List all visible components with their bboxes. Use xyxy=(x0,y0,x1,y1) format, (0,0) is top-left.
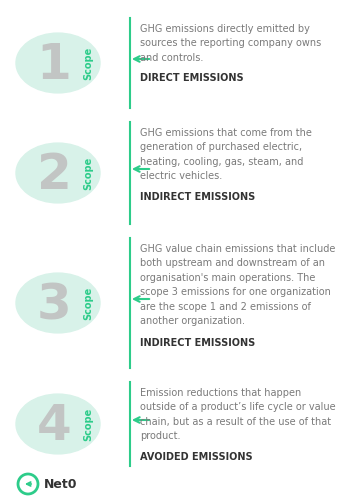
Text: 1: 1 xyxy=(37,41,72,89)
Text: INDIRECT EMISSIONS: INDIRECT EMISSIONS xyxy=(140,192,255,202)
Text: GHG emissions directly emitted by
sources the reporting company owns
and control: GHG emissions directly emitted by source… xyxy=(140,24,321,63)
Text: 4: 4 xyxy=(37,402,71,450)
Text: Emission reductions that happen
outside of a product’s life cycle or value
chain: Emission reductions that happen outside … xyxy=(140,388,336,441)
Text: 2: 2 xyxy=(37,151,72,199)
Text: Scope: Scope xyxy=(83,408,93,440)
Ellipse shape xyxy=(16,394,100,454)
Text: DIRECT EMISSIONS: DIRECT EMISSIONS xyxy=(140,73,244,83)
Text: Scope: Scope xyxy=(83,46,93,80)
Text: Net0: Net0 xyxy=(44,478,78,490)
Text: INDIRECT EMISSIONS: INDIRECT EMISSIONS xyxy=(140,338,255,348)
Ellipse shape xyxy=(16,143,100,203)
Text: AVOIDED EMISSIONS: AVOIDED EMISSIONS xyxy=(140,452,253,462)
Text: GHG value chain emissions that include
both upstream and downstream of an
organi: GHG value chain emissions that include b… xyxy=(140,244,335,326)
Ellipse shape xyxy=(16,273,100,333)
Text: 3: 3 xyxy=(37,281,71,329)
Text: Scope: Scope xyxy=(83,286,93,320)
Text: Scope: Scope xyxy=(83,156,93,190)
Text: GHG emissions that come from the
generation of purchased electric,
heating, cool: GHG emissions that come from the generat… xyxy=(140,128,312,181)
Ellipse shape xyxy=(16,33,100,93)
